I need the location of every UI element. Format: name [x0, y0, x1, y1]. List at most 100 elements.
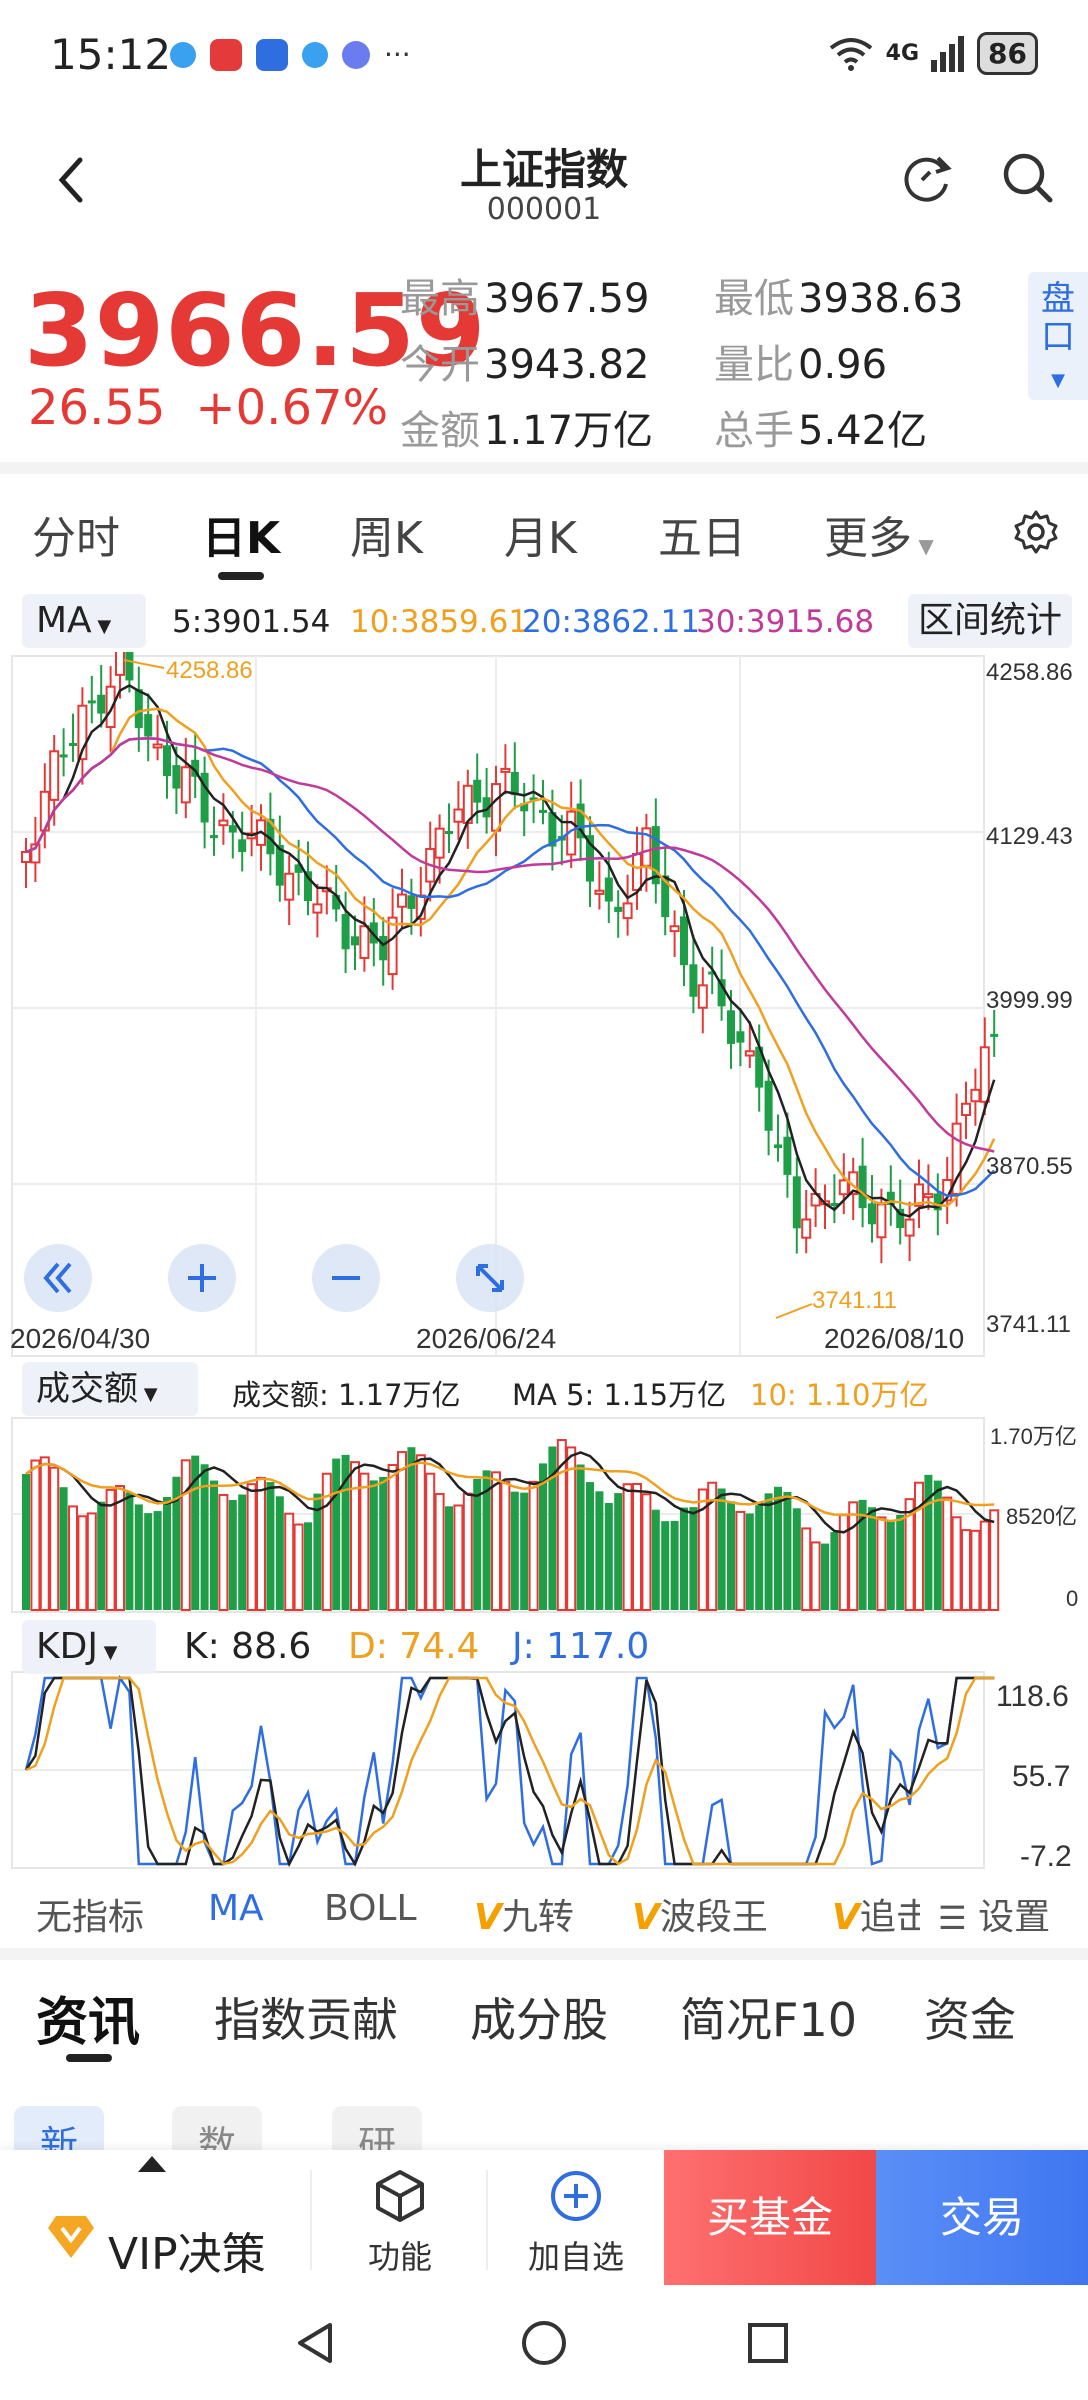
price-x-axis: 2026/04/30 2026/06/24 2026/08/10 — [10, 1323, 964, 1354]
tab-news[interactable]: 资讯 — [36, 1993, 141, 2053]
indicator-boduan[interactable]: V波段王 — [632, 1897, 768, 1938]
candle-body — [453, 808, 464, 823]
settings-list-icon: ☰ — [938, 1899, 967, 1937]
trade-button[interactable]: 交易 — [876, 2150, 1088, 2285]
tab-constituents[interactable]: 成分股 — [470, 1993, 608, 2047]
candle-body — [961, 1102, 971, 1117]
volume-bar — [256, 1476, 266, 1612]
y-tick-label: 1.70万亿 — [990, 1424, 1077, 1449]
candle-body — [397, 893, 407, 908]
stat-total-hands: 总手 5.42亿 — [714, 408, 928, 454]
tab-intraday[interactable]: 分时 — [32, 513, 120, 564]
candle-body — [21, 851, 31, 863]
battery-icon: 86 — [977, 32, 1038, 75]
music-icon — [342, 40, 370, 69]
high-annotation: 4258.86 — [166, 657, 253, 684]
pankou-button[interactable]: 盘口 ▼ — [1028, 272, 1088, 400]
volume-bar — [434, 1492, 445, 1611]
search-icon[interactable] — [1000, 150, 1056, 206]
indicator-settings-button[interactable]: ☰ 设置 — [934, 1888, 1051, 1940]
nav-back-icon[interactable] — [292, 2319, 340, 2367]
expand-up-icon[interactable] — [138, 2156, 166, 2172]
candle-body — [491, 783, 501, 832]
indicator-boll[interactable]: BOLL — [324, 1888, 417, 1929]
zoom-in-button[interactable] — [168, 1244, 236, 1312]
tab-five-day[interactable]: 五日 — [658, 513, 746, 564]
chevron-left-icon — [58, 157, 83, 203]
chart-period-tabs: 分时 日K 周K 月K 五日 更多 ▼ — [0, 480, 1088, 580]
tab-daily-k[interactable]: 日K — [202, 513, 281, 564]
gear-icon[interactable] — [1012, 508, 1060, 556]
tab-more[interactable]: 更多 ▼ — [824, 502, 934, 566]
buy-fund-button[interactable]: 买基金 — [664, 2150, 876, 2285]
status-time: 15:12 — [50, 30, 172, 79]
app-notification-icon — [170, 41, 196, 68]
volume-selector[interactable]: 成交额 ▼ — [22, 1362, 198, 1416]
volume-bar — [933, 1480, 942, 1610]
candle-body — [275, 844, 284, 886]
ma30-line — [25, 737, 995, 1153]
volume-y-axis: 1.70万亿 8520亿 0 — [990, 1424, 1078, 1611]
fullscreen-button[interactable] — [456, 1244, 524, 1312]
x-tick-label: 2026/08/10 — [824, 1323, 964, 1354]
stock-code: 000001 — [486, 192, 602, 227]
volume-bar — [246, 1483, 257, 1611]
vip-v-icon: V — [832, 1897, 860, 1938]
volume-bar — [49, 1466, 60, 1611]
tab-monthly-k[interactable]: 月K — [504, 513, 577, 564]
volume-bar — [275, 1496, 284, 1610]
indicator-jiuzhuan[interactable]: V九转 — [474, 1897, 574, 1938]
range-stats-button[interactable]: 区间统计 — [907, 594, 1072, 648]
candle-body — [359, 925, 370, 959]
indicator-none[interactable]: 无指标 — [36, 1897, 145, 1938]
volume-bar — [210, 1480, 218, 1610]
price-y-axis: 4258.86 4129.43 3999.99 3870.55 3741.11 — [986, 659, 1073, 1338]
scroll-left-button[interactable] — [24, 1244, 92, 1312]
y-tick-label: 8520亿 — [1006, 1504, 1077, 1529]
volume-bar — [528, 1480, 539, 1612]
vip-decision-button[interactable]: VIP决策 — [46, 2178, 296, 2280]
candle-body — [510, 771, 519, 796]
zoom-out-button[interactable] — [312, 1244, 380, 1312]
ma-selector[interactable]: MA ▼ — [22, 594, 146, 648]
caret-down-icon: ▼ — [138, 1384, 158, 1405]
indicator-zhui[interactable]: V追击 — [832, 1897, 920, 1938]
candle-body — [774, 1144, 782, 1149]
candle-body — [838, 1179, 849, 1196]
stock-chart[interactable]: 4258.86 4129.43 3999.99 3870.55 3741.11 … — [0, 652, 1088, 1880]
back-button[interactable] — [50, 150, 90, 210]
volume-ma10-line — [25, 1461, 995, 1523]
tab-capital[interactable]: 资金 — [924, 1993, 1016, 2047]
function-button[interactable]: 功能 — [360, 2168, 440, 2278]
volume-bar — [755, 1505, 764, 1610]
volume-bar — [858, 1499, 867, 1610]
candle-body — [801, 1218, 812, 1239]
add-watchlist-button[interactable]: 加自选 — [524, 2168, 628, 2278]
active-tab-indicator — [218, 572, 264, 580]
volume-bar — [397, 1451, 407, 1612]
stat-open: 今开 3943.82 — [400, 342, 650, 388]
tab-weekly-k[interactable]: 周K — [350, 513, 423, 564]
vip-v-icon: V — [632, 1897, 660, 1938]
volume-bar — [735, 1510, 746, 1611]
volume-bar — [266, 1482, 275, 1610]
volume-bar — [989, 1509, 1000, 1612]
tab-index-contribution[interactable]: 指数贡献 — [214, 1993, 398, 2047]
volume-legend-row: 成交额 ▼ 成交额: 1.17万亿 MA 5: 1.15万亿 10: 1.10万… — [0, 1360, 1088, 1418]
volume-bar — [680, 1507, 688, 1610]
volume-bar — [218, 1493, 229, 1611]
kdj-k-line — [24, 1676, 995, 1868]
indicator-ma[interactable]: MA — [208, 1888, 264, 1929]
tab-f10[interactable]: 简况F10 — [680, 1993, 857, 2047]
volume-bar — [970, 1529, 981, 1612]
volume-bar — [848, 1501, 859, 1611]
candle-body — [200, 772, 209, 823]
nav-home-icon[interactable] — [520, 2319, 568, 2367]
candle-body — [604, 877, 613, 902]
volume-bar — [473, 1478, 482, 1610]
nav-recents-icon[interactable] — [744, 2319, 792, 2367]
candle-body — [622, 902, 633, 920]
refresh-icon[interactable] — [900, 150, 956, 206]
kdj-selector[interactable]: KDJ ▼ — [22, 1620, 156, 1674]
volume-bar — [97, 1501, 106, 1610]
